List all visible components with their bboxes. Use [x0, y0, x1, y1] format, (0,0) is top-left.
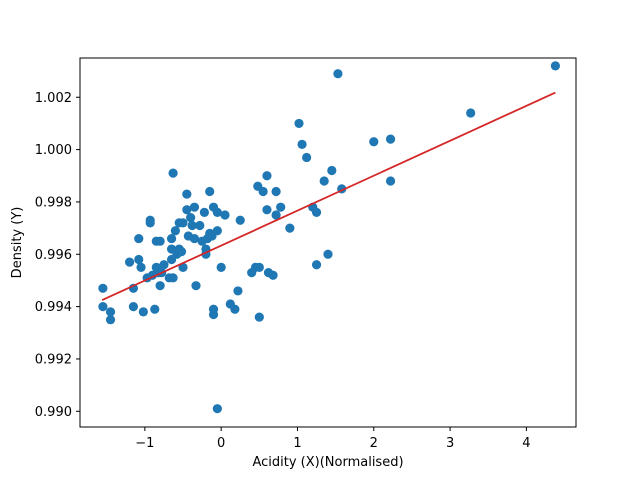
data-point: [271, 210, 281, 220]
data-point: [327, 165, 337, 176]
x-tick-label: 2: [370, 436, 378, 451]
x-tick-label: 4: [522, 436, 530, 451]
data-point: [258, 186, 268, 197]
x-tick-label: 0: [217, 436, 225, 451]
data-point: [212, 404, 222, 414]
regression-line: [101, 91, 556, 301]
x-tick-label: −1: [135, 436, 154, 451]
data-point: [176, 247, 187, 257]
data-point: [182, 205, 192, 215]
data-point: [136, 262, 146, 272]
data-point: [155, 236, 165, 246]
y-tick-label: 0.998: [35, 195, 72, 210]
data-point: [208, 309, 219, 320]
data-point: [235, 215, 245, 225]
data-point: [205, 186, 215, 197]
data-point: [187, 220, 197, 231]
data-point: [262, 171, 272, 181]
data-point: [385, 176, 396, 186]
data-point: [155, 281, 165, 291]
data-point: [168, 273, 178, 283]
data-point: [550, 61, 560, 71]
data-point: [385, 134, 396, 144]
data-point: [134, 233, 144, 244]
x-tick-label: 1: [293, 436, 301, 451]
data-point: [98, 302, 108, 312]
x-axis-label: Acidity (X)(Normalised): [252, 455, 403, 470]
y-tick-label: 1.002: [35, 91, 72, 106]
data-point: [262, 205, 272, 215]
y-tick-label: 0.996: [35, 248, 72, 263]
y-axis-label: Density (Y): [10, 207, 25, 279]
data-point: [134, 254, 144, 265]
data-point: [268, 270, 278, 280]
data-point: [182, 189, 192, 199]
data-point: [323, 249, 333, 259]
data-point: [186, 213, 196, 223]
data-point: [98, 283, 108, 293]
data-point: [168, 168, 178, 178]
y-tick-label: 0.994: [35, 300, 72, 315]
x-axis-ticks: −1 0 1 2 3 4: [135, 427, 531, 451]
data-point: [150, 304, 160, 314]
y-tick-label: 0.990: [35, 405, 72, 420]
data-point: [230, 304, 240, 314]
data-point: [311, 260, 322, 270]
data-point: [166, 233, 177, 244]
data-point: [159, 260, 169, 270]
data-point: [311, 207, 322, 218]
plot-area-frame: [79, 57, 577, 428]
data-point: [191, 281, 201, 291]
data-point: [125, 257, 135, 267]
data-point: [170, 226, 180, 236]
data-point: [254, 312, 264, 322]
data-point: [302, 152, 312, 163]
data-point: [212, 226, 222, 236]
data-point: [178, 218, 188, 228]
data-point: [199, 207, 209, 218]
data-point: [297, 139, 307, 149]
data-point: [319, 176, 329, 186]
data-point: [220, 210, 230, 220]
data-point: [128, 302, 139, 312]
data-point: [271, 186, 281, 197]
data-point: [285, 223, 295, 233]
regression-line-layer: [101, 91, 556, 301]
data-point: [105, 315, 116, 325]
data-point: [254, 262, 264, 272]
data-point: [233, 286, 243, 296]
data-point: [145, 215, 155, 225]
data-point: [189, 233, 200, 244]
data-point: [216, 262, 226, 272]
y-tick-label: 1.000: [35, 143, 72, 158]
data-point: [195, 220, 205, 231]
data-point: [466, 108, 476, 118]
data-point: [212, 207, 222, 218]
data-point: [294, 118, 304, 129]
data-point: [189, 202, 200, 212]
points-layer: [98, 61, 560, 414]
data-point: [105, 307, 116, 317]
data-point: [369, 137, 379, 147]
data-point: [333, 69, 343, 79]
y-tick-label: 0.992: [35, 352, 72, 367]
x-tick-label: 3: [446, 436, 454, 451]
data-point: [276, 202, 286, 212]
y-axis-ticks: 0.990 0.992 0.994 0.996 0.998 1.000 1.002: [35, 91, 80, 420]
data-point: [138, 307, 148, 317]
